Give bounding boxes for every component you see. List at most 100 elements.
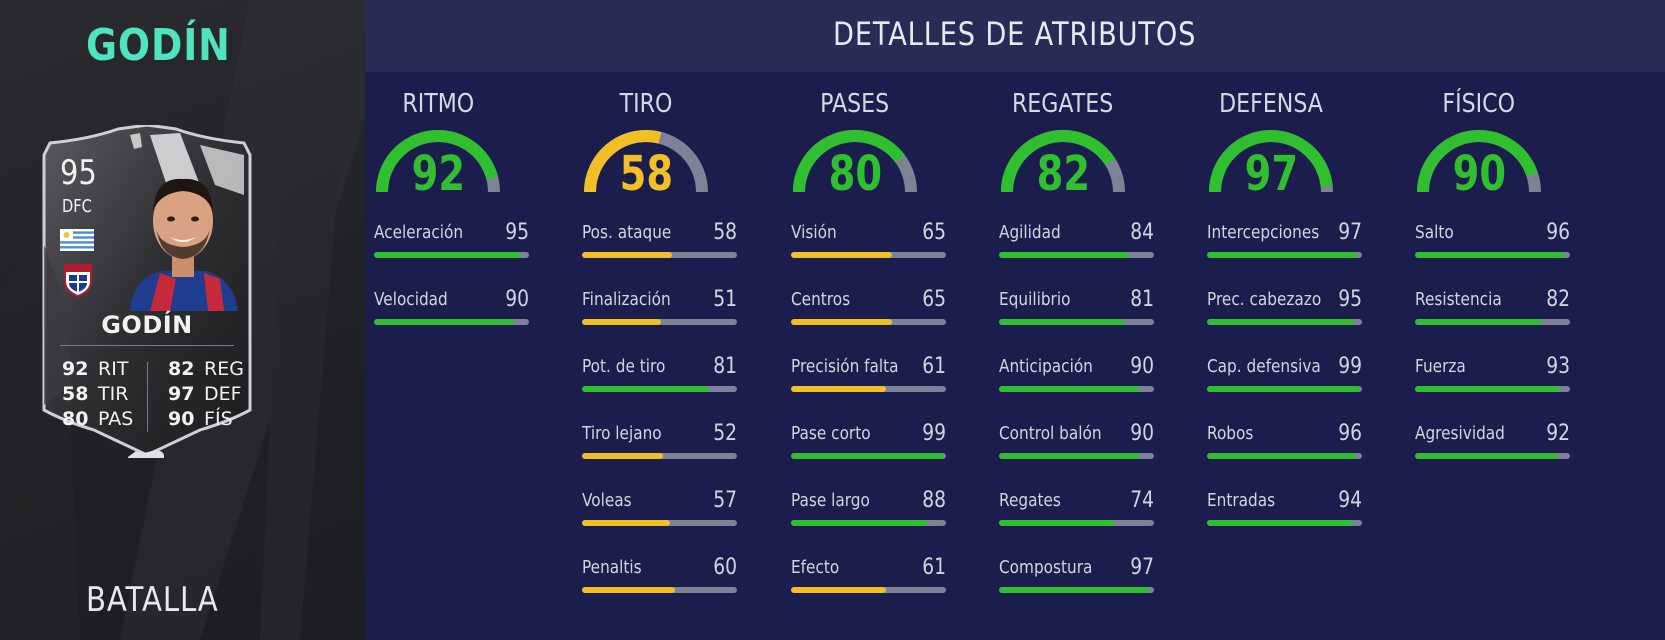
category-title-text: PASES [820,89,890,119]
attribute-bar-fill [582,587,675,593]
attribute-value-text: 60 [713,555,737,580]
category-title: TIRO [566,89,726,119]
attribute-row: Visión 65 [791,220,946,262]
attribute-bar [1207,386,1362,392]
attributes-header: DETALLES DE ATRIBUTOS [365,0,1665,72]
attribute-label-text: Visión [791,222,837,243]
attribute-row: Intercepciones 97 [1207,220,1362,262]
attribute-label-text: Voleas [582,490,632,511]
attribute-value: 97 [1334,220,1362,245]
attribute-row: Finalización 51 [582,287,737,329]
attribute-value: 81 [1126,287,1154,312]
attribute-bar-fill [791,520,928,526]
category-gauge: 80 [790,126,920,202]
attribute-value-text: 57 [713,488,737,513]
attribute-label-text: Agresividad [1415,423,1505,444]
attribute-value-text: 81 [1130,287,1154,312]
attribute-value-text: 94 [1338,488,1362,513]
attribute-bar-fill [791,319,892,325]
attribute-label: Prec. cabezazo [1207,289,1341,310]
category-gauge: 82 [998,126,1128,202]
attribute-row: Voleas 57 [582,488,737,530]
attribute-bar-fill [791,453,945,459]
attribute-row: Pase corto 99 [791,421,946,463]
attribute-label: Pase corto [791,423,885,444]
attribute-row: Prec. cabezazo 95 [1207,287,1362,329]
attribute-row: Resistencia 82 [1415,287,1570,329]
attribute-row: Compostura 97 [999,555,1154,597]
attribute-value-text: 82 [1546,287,1570,312]
card-stat-value: 58 [62,383,89,405]
attribute-label: Visión [791,222,845,243]
attribute-row: Aceleración 95 [374,220,529,262]
page-title: DETALLES DE ATRIBUTOS [365,15,1665,53]
card-player-name: GODÍN [101,311,193,339]
player-panel: GODÍN 95 DFC [0,0,365,640]
category-title: FÍSICO [1399,89,1559,119]
gauge-fill [1209,130,1333,193]
attribute-label-text: Fuerza [1415,356,1466,377]
attribute-bar-fill [999,386,1139,392]
attribute-value: 92 [1542,421,1570,446]
attribute-value-text: 96 [1338,421,1362,446]
attribute-bar [999,319,1154,325]
attribute-value-text: 93 [1546,354,1570,379]
player-photo [130,178,238,311]
attribute-label: Agilidad [999,222,1072,243]
attribute-bar [999,453,1154,459]
card-stat-value: 80 [62,408,89,430]
attribute-value: 93 [1542,354,1570,379]
attribute-value-text: 97 [1130,555,1154,580]
attribute-row: Regates 74 [999,488,1154,530]
attribute-label: Pase largo [791,490,884,511]
attribute-bar-fill [582,386,708,392]
attribute-bar-fill [582,520,671,526]
attribute-label: Fuerza [1415,356,1475,377]
gauge-fill [793,130,906,193]
attribute-bar [582,386,737,392]
category-title-text: FÍSICO [1442,89,1516,119]
attribute-label-text: Robos [1207,423,1254,444]
attribute-label-text: Tiro lejano [582,423,662,444]
attribute-value-text: 65 [922,287,946,312]
attribute-value-text: 90 [1130,421,1154,446]
card-stat-value: 82 [168,358,195,380]
attribute-value: 95 [501,220,529,245]
attribute-label-text: Control balón [999,423,1102,444]
attribute-label-text: Velocidad [374,289,448,310]
attribute-label-text: Salto [1415,222,1454,243]
category-value: 82 [998,146,1128,202]
attribute-value: 97 [1126,555,1154,580]
attribute-value: 84 [1126,220,1154,245]
attribute-label: Robos [1207,423,1262,444]
attribute-label: Control balón [999,423,1120,444]
category-value: 80 [790,146,920,202]
category-gauge: 92 [373,126,503,202]
player-card[interactable]: 95 DFC GODÍN [30,125,264,480]
attribute-bar-fill [999,587,1150,593]
boot-icon [128,450,164,458]
attribute-row: Agresividad 92 [1415,421,1570,463]
attribute-label: Voleas [582,490,640,511]
attribute-label-text: Intercepciones [1207,222,1320,243]
attribute-row: Velocidad 90 [374,287,529,329]
category-value: 97 [1206,146,1336,202]
card-stats-right: 82 REG 97 DEF 90 FÍS [168,357,244,432]
attribute-label-text: Penaltis [582,557,642,578]
card-stat-label: TIR [98,383,129,405]
card-stat-value: 90 [168,408,195,430]
attribute-bar-fill [582,453,663,459]
category-title: RITMO [358,89,518,119]
attribute-bar-fill [1415,453,1558,459]
attribute-value: 96 [1542,220,1570,245]
attribute-value: 82 [1542,287,1570,312]
attribute-label: Aceleración [374,222,479,243]
attribute-value-text: 95 [505,220,529,245]
attribute-row: Tiro lejano 52 [582,421,737,463]
attribute-row: Pot. de tiro 81 [582,354,737,396]
attribute-bar [1415,453,1570,459]
attribute-value: 90 [501,287,529,312]
gauge-fill [1417,130,1538,193]
category-title: REGATES [983,89,1143,119]
attribute-value-text: 96 [1546,220,1570,245]
